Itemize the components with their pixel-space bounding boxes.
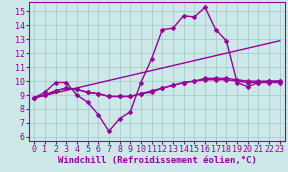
X-axis label: Windchill (Refroidissement éolien,°C): Windchill (Refroidissement éolien,°C) [58, 156, 256, 165]
